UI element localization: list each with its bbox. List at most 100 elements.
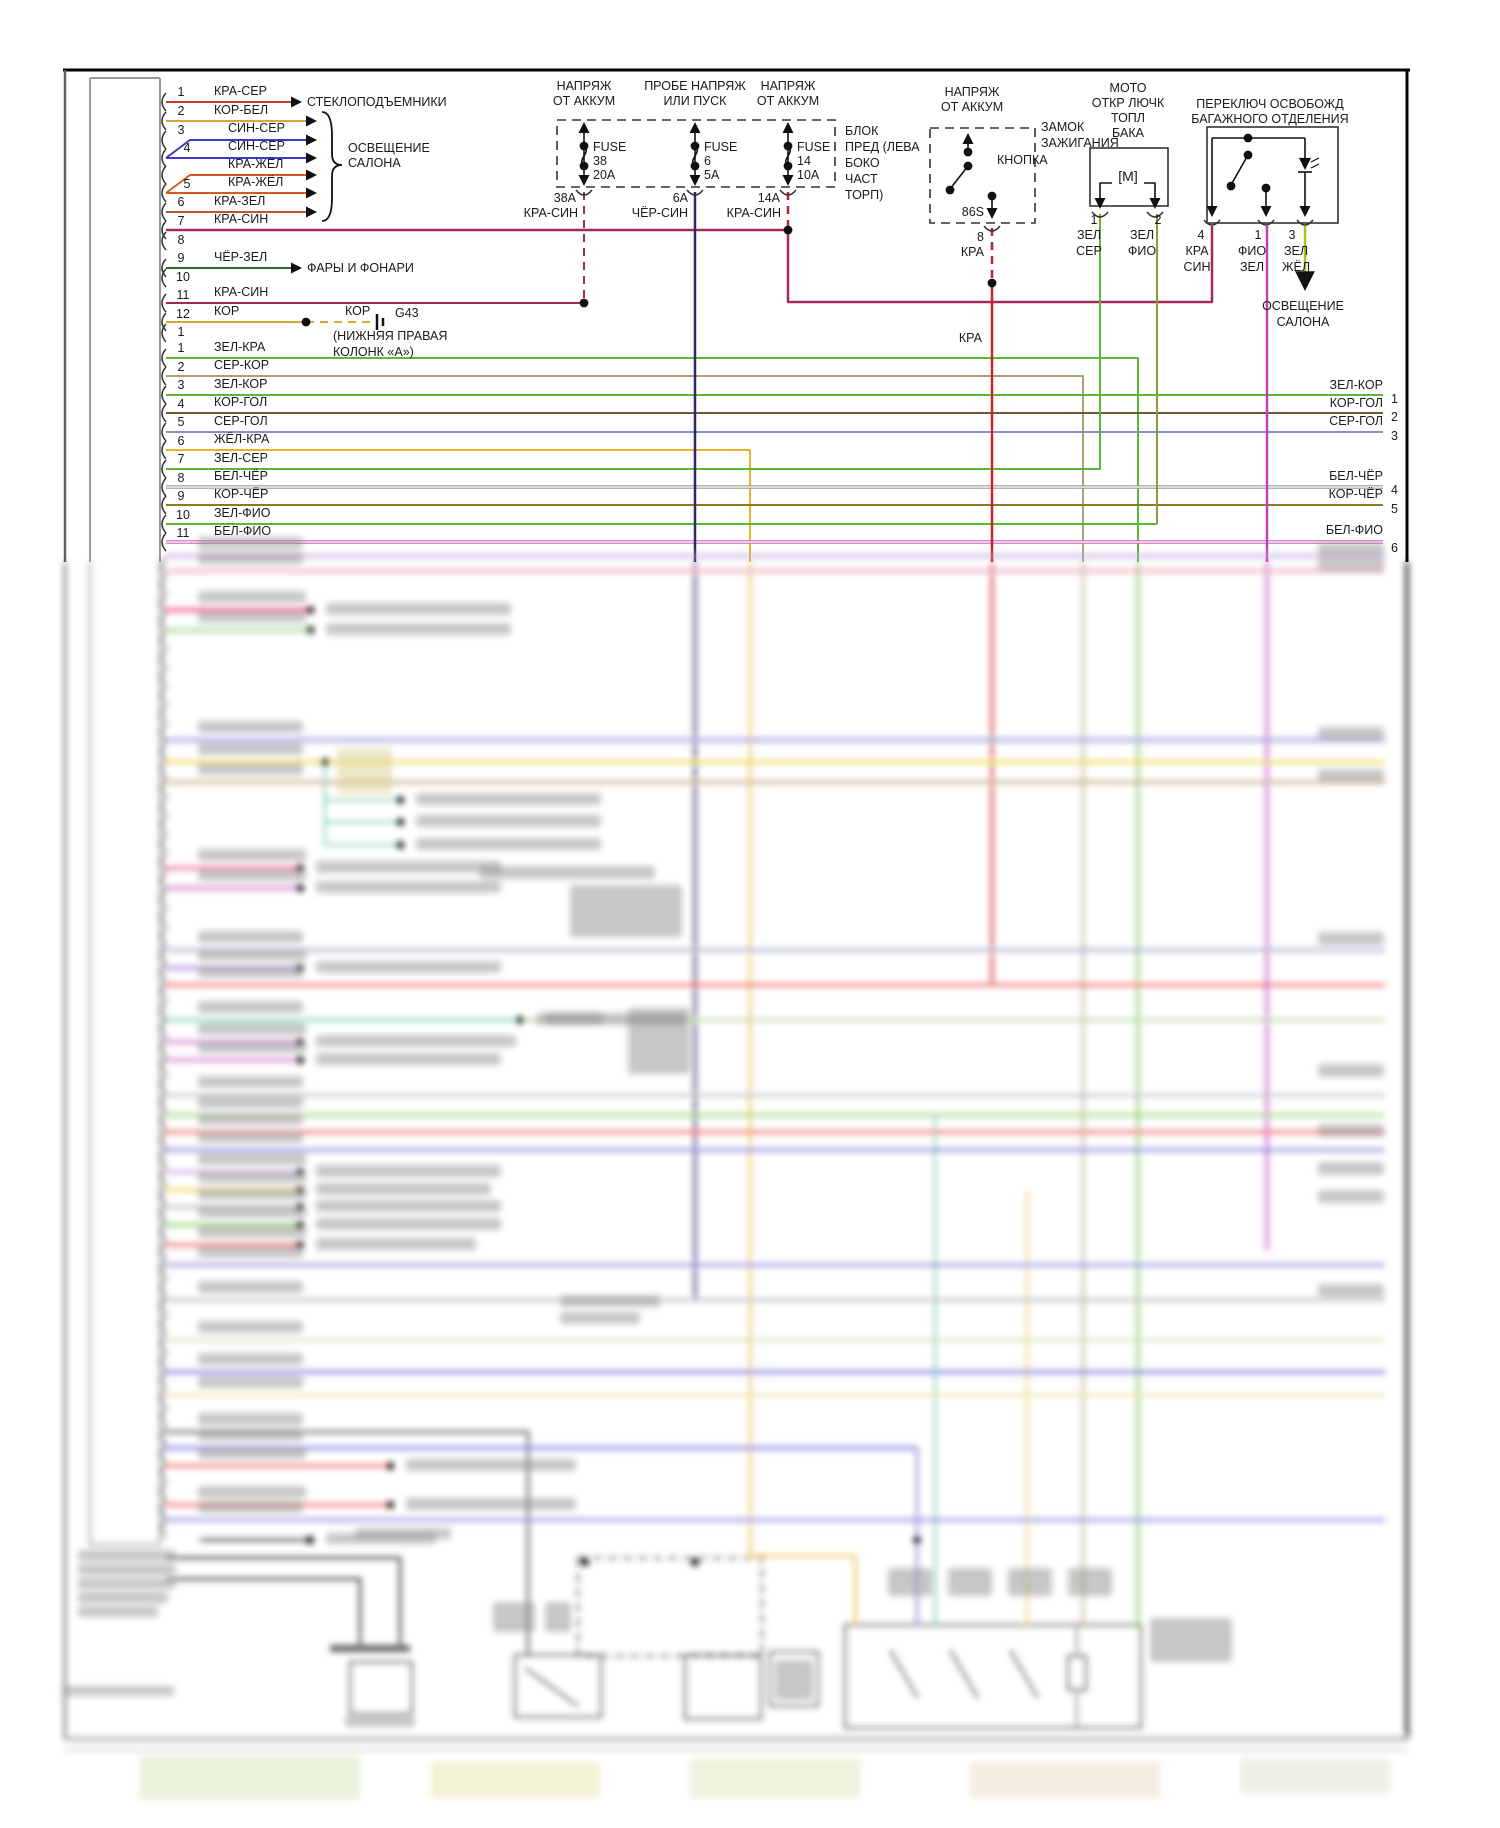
junction-dot — [690, 161, 700, 171]
blurred-text-blob — [560, 1312, 640, 1324]
junction-dot — [1243, 133, 1253, 143]
blurred-text-blob — [1318, 727, 1384, 740]
arrowhead — [578, 175, 590, 186]
junction-dot — [945, 185, 955, 195]
pin-bracket — [161, 1500, 167, 1519]
wire — [165, 139, 307, 159]
blurred-text-blob — [1240, 1758, 1390, 1794]
blurred-text-blob — [1318, 1284, 1384, 1297]
pin-bracket — [161, 477, 167, 497]
pin-bracket — [161, 422, 167, 442]
label: 1 — [1255, 228, 1262, 242]
junction-dot — [1226, 181, 1236, 191]
blurred-text-blob — [1008, 1568, 1052, 1596]
label: КРА-СИН — [727, 206, 781, 220]
group-brace — [321, 111, 343, 222]
pin-bracket — [161, 741, 167, 761]
junction-dot — [579, 141, 589, 151]
label: 5 — [178, 415, 185, 429]
pin-bracket — [161, 1296, 167, 1316]
blurred-text-blob — [316, 1200, 501, 1212]
label: КОР-ЧЁР — [1329, 487, 1383, 501]
wire — [888, 1649, 920, 1699]
label: 1 — [1091, 213, 1098, 227]
label: ЗЕЛ — [1077, 228, 1101, 242]
label: ЗАЖИГАНИЯ — [1041, 136, 1119, 150]
pin-bracket — [161, 1444, 167, 1464]
label: 10A — [797, 168, 820, 182]
label: 1 — [178, 341, 185, 355]
pin-bracket — [161, 945, 167, 964]
blurred-text-blob — [970, 1762, 1160, 1798]
label: FUSE — [797, 140, 830, 154]
label: СЕР-КОР — [214, 358, 269, 372]
pin-bracket — [161, 1333, 167, 1353]
pin-bracket — [161, 1037, 167, 1057]
label: БЕЛ-ФИО — [214, 524, 271, 538]
label: КРА-ЖЁЛ — [228, 175, 283, 189]
blurred-text-blob — [198, 1206, 306, 1218]
label: КОР-ЧЁР — [214, 487, 268, 501]
blurred-text-blob — [316, 1165, 501, 1177]
label: КОР-ГОЛ — [214, 395, 267, 409]
junction-dot — [516, 1016, 524, 1024]
junction-dot — [690, 141, 700, 151]
arrowhead — [782, 175, 794, 186]
pin-bracket — [161, 231, 167, 251]
pin-bracket — [161, 1019, 167, 1038]
label: ПЕРЕКЛЮЧ ОСВОБОЖД — [1196, 97, 1344, 111]
label: ОТ АККУМ — [553, 94, 615, 108]
component-box — [349, 1661, 413, 1715]
label: КНОПКА — [997, 153, 1048, 167]
blurred-text-blob — [326, 623, 511, 635]
pin-bracket — [161, 1130, 167, 1149]
label: ТОРП) — [845, 188, 883, 202]
label: 10 — [176, 508, 190, 522]
label: ФИО — [1238, 244, 1266, 258]
blurred-text-blob — [1318, 1190, 1384, 1203]
component-box — [929, 127, 1036, 224]
junction-dot — [306, 606, 314, 614]
wire — [786, 226, 1214, 304]
pin-bracket — [161, 495, 167, 515]
label: СЕР — [1076, 244, 1102, 258]
pin-bracket — [161, 514, 167, 534]
blurred-text-blob — [1068, 1568, 1112, 1596]
pin-bracket — [161, 963, 167, 983]
arrowhead — [306, 169, 317, 181]
arrowhead — [1299, 206, 1311, 217]
arrowhead — [1295, 271, 1315, 291]
pin-bracket — [161, 220, 167, 240]
component-box — [330, 1645, 410, 1652]
label: ПРЕД (ЛЕВА — [845, 140, 920, 154]
blurred-text-blob — [493, 1602, 535, 1632]
blurred-text-blob — [198, 1076, 303, 1088]
label: 2 — [1155, 213, 1162, 227]
pin-bracket — [161, 760, 167, 779]
label: 6А — [673, 191, 689, 205]
blurred-text-blob — [198, 1171, 306, 1183]
pin-bracket — [161, 323, 167, 343]
label: САЛОНА — [1277, 315, 1330, 329]
label: 1 — [1391, 392, 1398, 406]
label: ОТ АККУМ — [941, 100, 1003, 114]
arrowhead — [689, 122, 701, 133]
blurred-text-blob — [888, 1568, 932, 1596]
label: СИН-СЕР — [228, 139, 285, 153]
wire — [166, 1577, 362, 1645]
blurred-text-blob — [198, 591, 306, 603]
arrowhead — [1260, 206, 1272, 217]
blurred-text-blob — [78, 1592, 168, 1603]
blurred-text-blob — [628, 1008, 690, 1074]
junction-dot — [296, 1056, 304, 1064]
blurred-text-blob — [316, 1183, 491, 1195]
label: ЗЕЛ-КОР — [1330, 378, 1383, 392]
pin-bracket — [161, 1278, 167, 1297]
blurred-text-blob — [690, 1758, 860, 1798]
component-box — [514, 1654, 602, 1718]
blurred-text-blob — [406, 1459, 576, 1471]
label: БЕЛ-ФИО — [1326, 523, 1383, 537]
blurred-text-blob — [198, 1131, 303, 1143]
blurred-text-blob — [198, 1246, 303, 1258]
pin-bracket — [161, 1352, 167, 1371]
